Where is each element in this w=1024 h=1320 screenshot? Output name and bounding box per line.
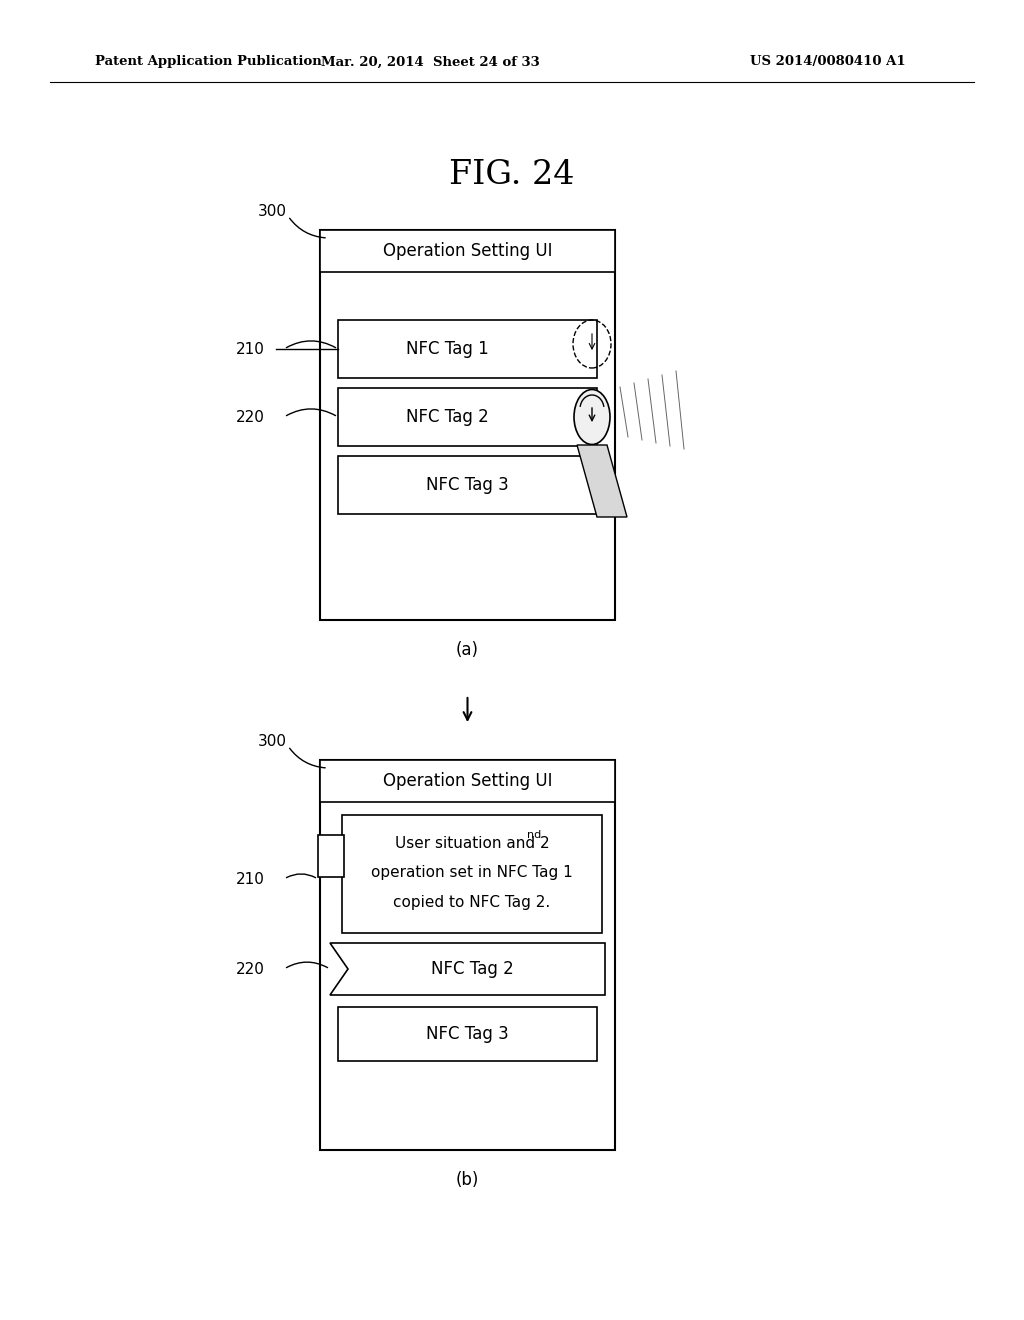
Text: 220: 220 xyxy=(237,409,265,425)
Text: NFC Tag 3: NFC Tag 3 xyxy=(426,477,509,494)
Text: NFC Tag 1: NFC Tag 1 xyxy=(407,341,488,358)
Text: 210: 210 xyxy=(237,342,265,356)
Polygon shape xyxy=(577,445,627,517)
Bar xyxy=(338,1007,597,1061)
Text: 300: 300 xyxy=(257,205,287,219)
Text: copied to NFC Tag 2.: copied to NFC Tag 2. xyxy=(393,895,551,911)
Text: Operation Setting UI: Operation Setting UI xyxy=(383,242,552,260)
Text: FIG. 24: FIG. 24 xyxy=(450,158,574,191)
Text: 300: 300 xyxy=(257,734,287,750)
Text: Mar. 20, 2014  Sheet 24 of 33: Mar. 20, 2014 Sheet 24 of 33 xyxy=(321,55,540,69)
Bar xyxy=(338,388,597,446)
Text: 210: 210 xyxy=(237,871,265,887)
Bar xyxy=(338,319,597,378)
Bar xyxy=(338,455,597,513)
Text: NFC Tag 2: NFC Tag 2 xyxy=(407,408,488,426)
Text: nd: nd xyxy=(527,830,541,840)
Text: NFC Tag 2: NFC Tag 2 xyxy=(431,960,514,978)
Ellipse shape xyxy=(574,389,610,445)
Bar xyxy=(342,814,602,933)
Bar xyxy=(319,760,615,803)
Bar xyxy=(319,230,615,272)
Bar xyxy=(319,760,615,1150)
Polygon shape xyxy=(330,942,605,995)
Text: (b): (b) xyxy=(456,1171,479,1189)
Bar xyxy=(318,836,344,876)
Text: NFC Tag 3: NFC Tag 3 xyxy=(426,1026,509,1043)
Text: User situation and 2: User situation and 2 xyxy=(394,836,549,850)
Text: operation set in NFC Tag 1: operation set in NFC Tag 1 xyxy=(371,866,572,880)
Text: (a): (a) xyxy=(456,642,479,659)
Text: Operation Setting UI: Operation Setting UI xyxy=(383,772,552,789)
Text: 220: 220 xyxy=(237,961,265,977)
Bar xyxy=(319,230,615,620)
Text: Patent Application Publication: Patent Application Publication xyxy=(95,55,322,69)
Text: US 2014/0080410 A1: US 2014/0080410 A1 xyxy=(750,55,905,69)
